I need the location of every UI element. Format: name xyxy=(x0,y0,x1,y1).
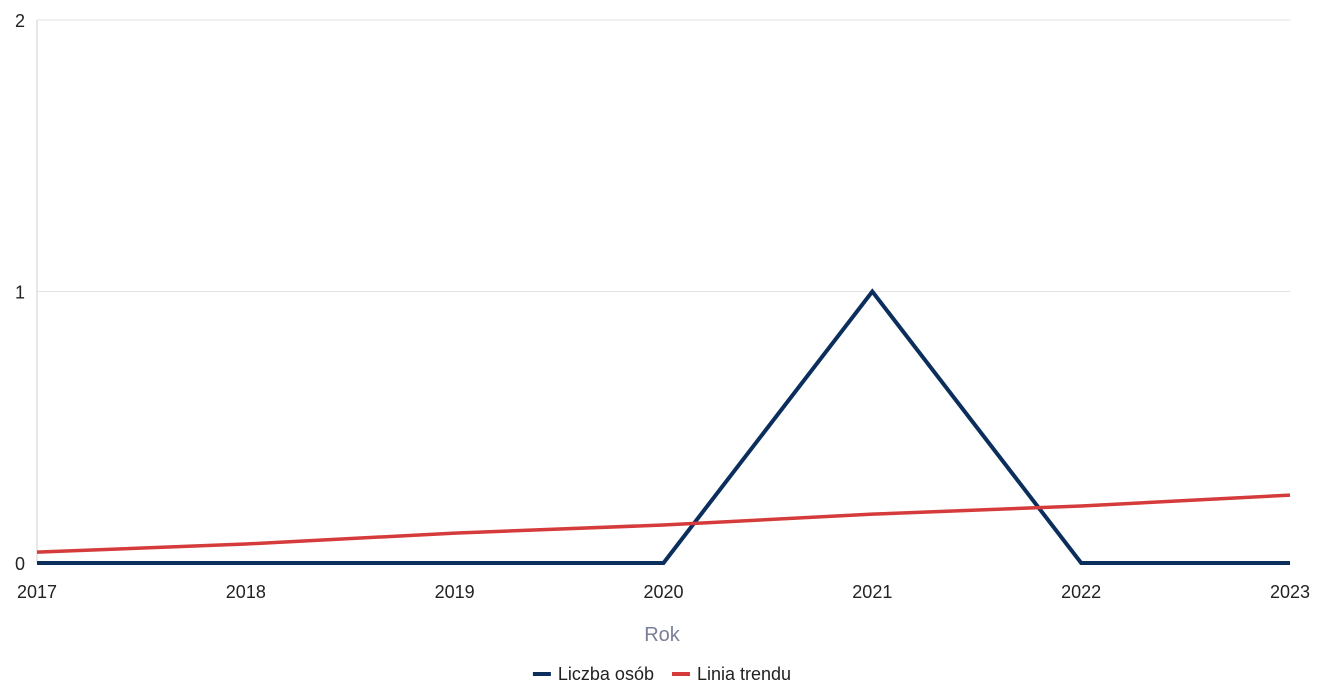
legend-label: Linia trendu xyxy=(697,664,791,684)
legend-label: Liczba osób xyxy=(558,664,654,684)
x-tick-label: 2017 xyxy=(17,582,57,602)
x-tick-label: 2018 xyxy=(226,582,266,602)
legend: Liczba osób Linia trendu xyxy=(532,664,791,684)
legend-item: Liczba osób xyxy=(532,664,654,684)
y-tick-label: 2 xyxy=(15,11,25,31)
x-tick-label: 2019 xyxy=(435,582,475,602)
y-tick-label: 0 xyxy=(15,554,25,574)
y-tick-labels: 0 1 2 xyxy=(15,11,25,574)
x-tick-label: 2021 xyxy=(852,582,892,602)
x-axis-title: Rok xyxy=(644,624,681,646)
x-tick-label: 2022 xyxy=(1061,582,1101,602)
legend-items: Liczba osób Linia trendu xyxy=(532,664,791,684)
x-tick-labels: 2017 2018 2019 2020 2021 2022 2023 xyxy=(17,582,1310,602)
series-lines xyxy=(36,288,1291,565)
x-tick-label: 2020 xyxy=(643,582,683,602)
gridlines xyxy=(37,19,1290,292)
series-line-linia-trendu xyxy=(36,493,1291,554)
y-tick-label: 1 xyxy=(15,283,25,303)
x-tick-label: 2023 xyxy=(1270,582,1310,602)
legend-item: Linia trendu xyxy=(671,664,791,684)
series-line-liczba-osb xyxy=(37,288,1290,565)
